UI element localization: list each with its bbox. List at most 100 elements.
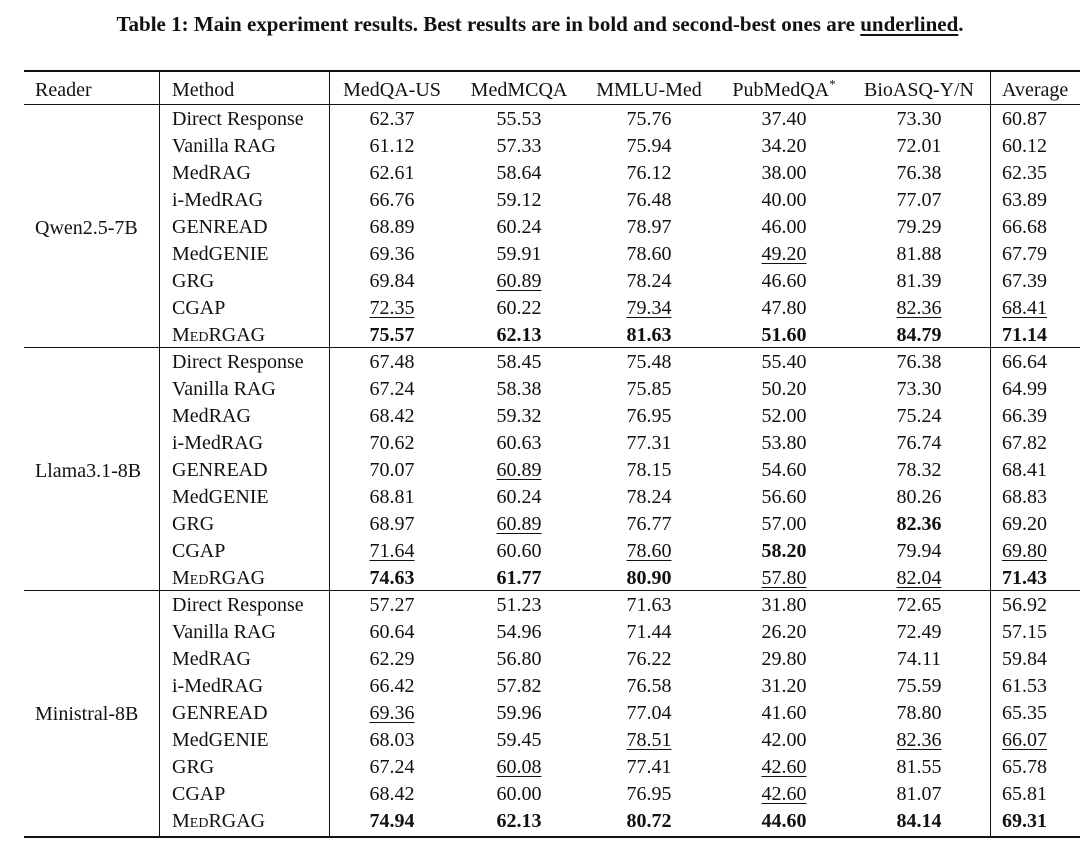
caption-main: Table 1: Main experiment results. Best r…	[116, 12, 861, 36]
value-cell: 69.36	[369, 243, 415, 265]
method-name: GRG	[172, 756, 215, 778]
value-cell: 65.35	[1002, 702, 1047, 724]
value-cell: 62.61	[369, 162, 415, 184]
value-cell: 77.07	[896, 189, 942, 211]
value-cell: 76.22	[626, 648, 672, 670]
method-name: MedRAG	[172, 648, 251, 670]
method-name: GENREAD	[172, 702, 268, 724]
value-cell: 62.13	[496, 810, 542, 832]
method-name: Vanilla RAG	[172, 135, 276, 157]
table-caption: Table 1: Main experiment results. Best r…	[0, 10, 1080, 38]
value-cell: 53.80	[761, 432, 807, 454]
reader-divider	[159, 72, 160, 836]
value-cell: 69.31	[1002, 810, 1047, 832]
method-name: Direct Response	[172, 351, 304, 373]
value-cell: 68.41	[1002, 459, 1047, 481]
value-cell: 75.94	[626, 135, 672, 157]
value-cell: 62.35	[1002, 162, 1047, 184]
value-cell: 60.22	[496, 297, 542, 319]
value-cell: 66.68	[1002, 216, 1047, 238]
bottom-rule	[24, 836, 1080, 838]
header-rule	[24, 104, 1080, 105]
value-cell: 68.89	[369, 216, 415, 238]
value-cell: 68.42	[369, 783, 415, 805]
value-cell: 68.83	[1002, 486, 1047, 508]
value-cell: 59.96	[496, 702, 542, 724]
value-cell: 71.14	[1002, 324, 1047, 346]
value-cell: 51.23	[496, 594, 542, 616]
value-cell: 41.60	[761, 702, 807, 724]
value-cell: 61.77	[496, 567, 542, 589]
value-cell: 59.84	[1002, 648, 1047, 670]
value-cell: 49.20	[761, 243, 807, 265]
value-cell: 82.04	[896, 567, 942, 589]
value-cell: 69.20	[1002, 513, 1047, 535]
value-cell: 82.36	[896, 513, 942, 535]
value-cell: 60.89	[496, 270, 542, 292]
value-cell: 78.51	[626, 729, 672, 751]
method-name: MedRAG	[172, 162, 251, 184]
value-cell: 67.48	[369, 351, 415, 373]
method-name: GRG	[172, 513, 215, 535]
reader-label: Qwen2.5-7B	[35, 217, 138, 239]
value-cell: 61.12	[369, 135, 415, 157]
value-cell: 72.49	[896, 621, 942, 643]
value-cell: 72.35	[369, 297, 415, 319]
value-cell: 51.60	[761, 324, 807, 346]
value-cell: 73.30	[896, 108, 942, 130]
method-name: MedGENIE	[172, 243, 269, 265]
value-cell: 56.60	[761, 486, 807, 508]
value-cell: 66.42	[369, 675, 415, 697]
method-name: CGAP	[172, 783, 226, 805]
value-cell: 44.60	[761, 810, 807, 832]
value-cell: 60.87	[1002, 108, 1047, 130]
value-cell: 57.82	[496, 675, 542, 697]
value-cell: 34.20	[761, 135, 807, 157]
value-cell: 63.89	[1002, 189, 1047, 211]
value-cell: 57.80	[761, 567, 807, 589]
value-cell: 56.80	[496, 648, 542, 670]
value-cell: 67.39	[1002, 270, 1047, 292]
value-cell: 78.15	[626, 459, 672, 481]
value-cell: 38.00	[761, 162, 807, 184]
header-col-0: MedQA-US	[343, 79, 441, 101]
value-cell: 68.41	[1002, 297, 1047, 319]
value-cell: 79.34	[626, 297, 672, 319]
value-cell: 77.41	[626, 756, 672, 778]
value-cell: 70.62	[369, 432, 415, 454]
value-cell: 80.26	[896, 486, 942, 508]
method-name: GENREAD	[172, 459, 268, 481]
value-cell: 62.37	[369, 108, 415, 130]
reader-label: Ministral-8B	[35, 703, 139, 725]
value-cell: 60.08	[496, 756, 542, 778]
value-cell: 66.07	[1002, 729, 1047, 751]
value-cell: 54.96	[496, 621, 542, 643]
method-name: Direct Response	[172, 108, 304, 130]
value-cell: 81.63	[626, 324, 672, 346]
value-cell: 75.48	[626, 351, 672, 373]
value-cell: 64.99	[1002, 378, 1047, 400]
value-cell: 76.38	[896, 162, 942, 184]
value-cell: 29.80	[761, 648, 807, 670]
value-cell: 57.27	[369, 594, 415, 616]
value-cell: 60.12	[1002, 135, 1047, 157]
value-cell: 74.94	[369, 810, 415, 832]
value-cell: 73.30	[896, 378, 942, 400]
value-cell: 69.80	[1002, 540, 1047, 562]
value-cell: 60.89	[496, 513, 542, 535]
header-col-2: MMLU-Med	[596, 79, 702, 101]
value-cell: 74.11	[896, 648, 942, 670]
value-cell: 59.12	[496, 189, 542, 211]
value-cell: 59.45	[496, 729, 542, 751]
value-cell: 58.38	[496, 378, 542, 400]
method-name: GRG	[172, 270, 215, 292]
value-cell: 57.00	[761, 513, 807, 535]
top-rule	[24, 70, 1080, 72]
value-cell: 67.24	[369, 378, 415, 400]
value-cell: 47.80	[761, 297, 807, 319]
value-cell: 26.20	[761, 621, 807, 643]
method-name: CGAP	[172, 540, 226, 562]
value-cell: 69.36	[369, 702, 415, 724]
method-name: MedRGAG	[172, 810, 266, 832]
value-cell: 78.80	[896, 702, 942, 724]
